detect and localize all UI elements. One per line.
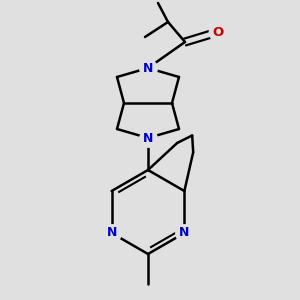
Text: N: N bbox=[179, 226, 190, 239]
Text: N: N bbox=[143, 61, 153, 74]
Text: N: N bbox=[143, 131, 153, 145]
Text: O: O bbox=[212, 26, 224, 38]
Text: N: N bbox=[106, 226, 117, 239]
